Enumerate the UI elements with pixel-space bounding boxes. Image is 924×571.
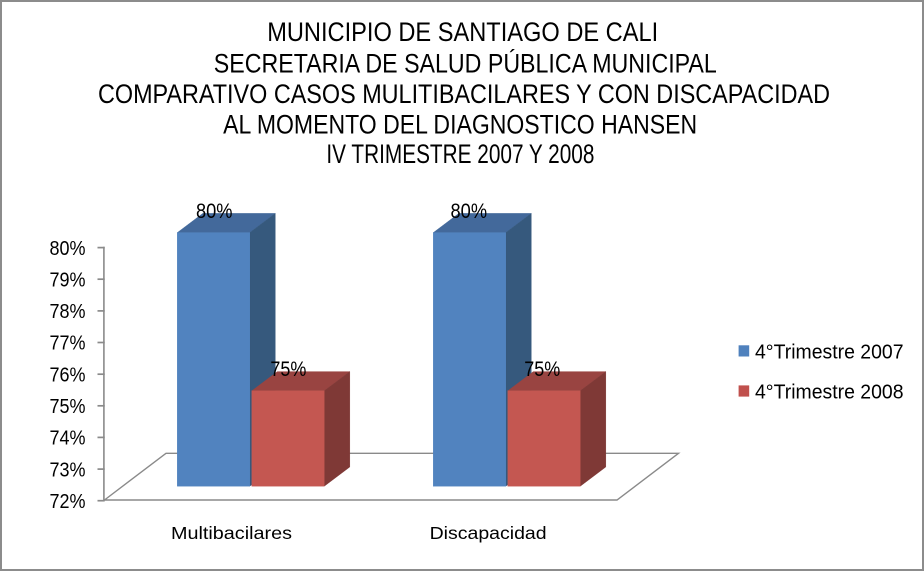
svg-text:4°Trimestre 2008: 4°Trimestre 2008 <box>755 382 904 404</box>
svg-text:78%: 78% <box>50 301 86 323</box>
svg-text:79%: 79% <box>50 269 86 291</box>
svg-text:74%: 74% <box>50 428 86 450</box>
svg-text:AL MOMENTO DEL DIAGNOSTICO HAN: AL MOMENTO DEL DIAGNOSTICO HANSEN <box>223 110 697 140</box>
svg-text:COMPARATIVO CASOS MULITIBACILA: COMPARATIVO CASOS MULITIBACILARES Y CON … <box>98 79 830 109</box>
svg-text:4°Trimestre 2007: 4°Trimestre 2007 <box>755 341 904 363</box>
svg-text:73%: 73% <box>50 459 86 481</box>
svg-text:75%: 75% <box>270 357 306 381</box>
svg-text:IV TRIMESTRE 2007 Y 2008: IV TRIMESTRE 2007 Y 2008 <box>326 139 594 169</box>
svg-text:75%: 75% <box>50 396 86 418</box>
svg-text:80%: 80% <box>196 199 233 223</box>
svg-text:80%: 80% <box>50 238 86 260</box>
svg-text:72%: 72% <box>50 491 86 513</box>
svg-text:SECRETARIA DE SALUD PÚBLICA MU: SECRETARIA DE SALUD PÚBLICA MUNICIPAL <box>214 49 717 79</box>
svg-text:Discapacidad: Discapacidad <box>430 523 547 543</box>
svg-text:MUNICIPIO DE SANTIAGO DE CALI: MUNICIPIO DE SANTIAGO DE CALI <box>267 17 658 47</box>
svg-text:80%: 80% <box>451 199 488 223</box>
svg-text:75%: 75% <box>524 357 560 381</box>
svg-text:76%: 76% <box>50 364 86 386</box>
svg-text:77%: 77% <box>50 333 86 355</box>
svg-text:Multibacilares: Multibacilares <box>171 523 292 543</box>
